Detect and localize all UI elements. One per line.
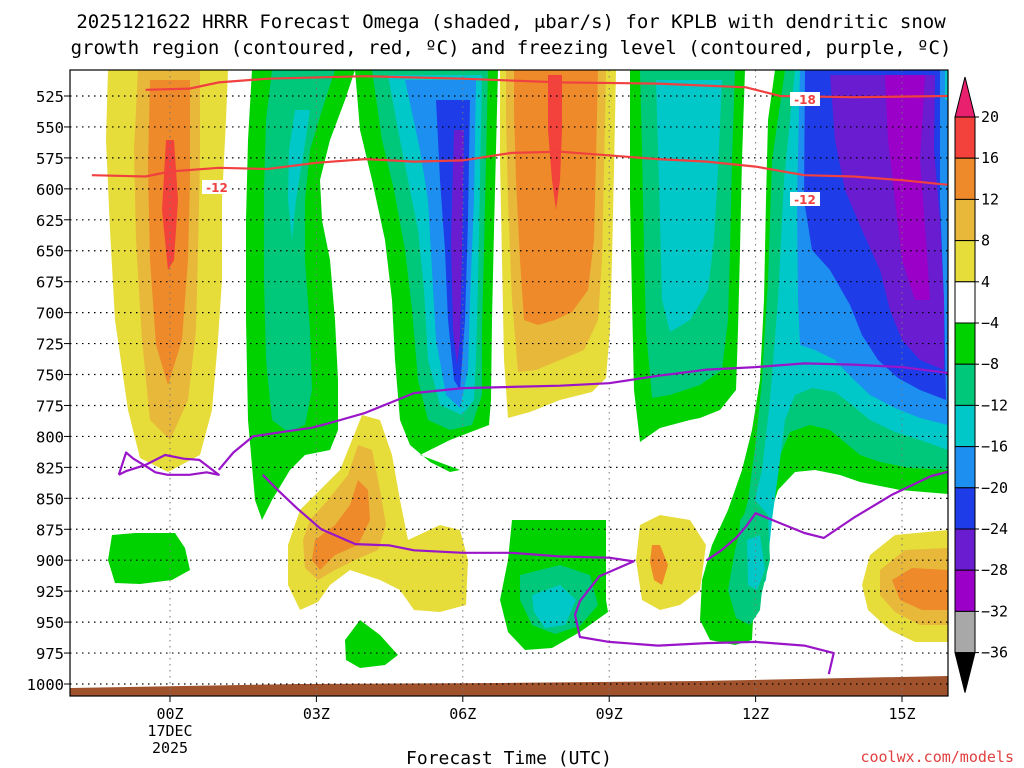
contour-label-minus12-right: -12 (794, 193, 816, 207)
colorbar-label: −36 (981, 644, 1008, 662)
x-date-label-year: 2025 (152, 739, 188, 757)
freezing-level-contour (261, 474, 835, 675)
freezing-level-contour (706, 470, 948, 562)
contour-label-minus18: -18 (794, 93, 816, 107)
y-tick-label: 550 (36, 119, 64, 137)
colorbar-bin (954, 446, 976, 489)
colorbar: 20 16 12 8 4 −4 −8 −12 −16 −20 −24 −28 −32 −36 (954, 76, 1008, 693)
colorbar-label: −8 (981, 355, 999, 373)
y-tick-label: 725 (36, 336, 64, 354)
y-tick-label: 950 (36, 614, 64, 632)
omega-negative-region (945, 70, 948, 100)
freezing-level-contour (217, 362, 948, 471)
colorbar-label: −28 (981, 561, 1008, 579)
omega-positive-region (650, 545, 668, 585)
y-tick-label: 975 (36, 645, 64, 663)
y-tick-label: 850 (36, 490, 64, 508)
y-tick-label: 750 (36, 367, 64, 385)
omega-negative-region (656, 80, 722, 332)
colorbar-bin (954, 322, 976, 365)
colorbar-bin (954, 157, 976, 200)
y-tick-label: 625 (36, 212, 64, 230)
x-tick-label: 03Z (303, 705, 330, 723)
omega-positive-region (548, 75, 562, 210)
colorbar-bin (954, 116, 976, 159)
dgz-contour-minus12 (91, 150, 948, 186)
y-tick-label: 875 (36, 521, 64, 539)
y-tick-label: 575 (36, 150, 64, 168)
y-tick-label: 900 (36, 552, 64, 570)
omega-negative-region (108, 533, 190, 584)
omega-positive-region (312, 480, 370, 570)
y-tick-label: 925 (36, 583, 64, 601)
colorbar-bin (954, 487, 976, 530)
colorbar-bin (954, 610, 976, 654)
colorbar-label: 4 (981, 273, 990, 291)
x-date-label-day: 17DEC (147, 722, 192, 740)
chart-title-line2: growth region (contoured, red, ºC) and f… (71, 37, 952, 59)
contour-label-bg (790, 92, 820, 106)
omega-positive-region (636, 515, 706, 610)
plot-frame (69, 69, 949, 697)
colorbar-bin (954, 363, 976, 406)
chart-title-line1: 2025121622 HRRR Forecast Omega (shaded, … (76, 11, 946, 33)
colorbar-bin (954, 240, 976, 283)
colorbar-bin (954, 281, 976, 324)
x-tick-label: 12Z (742, 705, 769, 723)
colorbar-bottom-arrow (954, 652, 976, 693)
colorbar-label: −24 (981, 520, 1008, 538)
freezing-level-contours (117, 362, 948, 675)
y-tick-label: 525 (36, 88, 64, 106)
x-tick-label: 00Z (156, 705, 183, 723)
grid-lines (70, 70, 948, 696)
plot-area (70, 70, 948, 696)
y-tick-label: 675 (36, 274, 64, 292)
colorbar-bin (954, 198, 976, 242)
y-tick-label: 825 (36, 459, 64, 477)
colorbar-top-arrow (954, 76, 976, 118)
x-tick-label: 15Z (888, 705, 915, 723)
x-axis: 00Z 03Z 06Z 09Z 12Z 15Z (156, 696, 916, 723)
freezing-level-contour (117, 451, 220, 476)
contour-label-bg (202, 180, 232, 194)
contour-label-bg (790, 192, 820, 206)
colorbar-bin (954, 404, 976, 448)
colorbar-label: −16 (981, 438, 1008, 456)
y-tick-label: 1000 (27, 676, 64, 694)
colorbar-bin (954, 569, 976, 612)
colorbar-label: 16 (981, 149, 999, 167)
y-tick-label: 775 (36, 397, 64, 415)
colorbar-bin (954, 528, 976, 571)
colorbar-label: 8 (981, 232, 990, 250)
omega-negative-region (532, 585, 576, 628)
x-axis-label: Forecast Time (UTC) (406, 748, 612, 768)
colorbar-label: −4 (981, 314, 999, 332)
omega-negative-region (288, 110, 310, 240)
colorbar-label: 20 (981, 108, 999, 126)
terrain-surface (70, 676, 948, 696)
y-tick-label: 600 (36, 181, 64, 199)
y-tick-label: 650 (36, 243, 64, 261)
colorbar-label: −20 (981, 479, 1008, 497)
y-tick-label: 800 (36, 428, 64, 446)
colorbar-label: −12 (981, 396, 1008, 414)
contour-labels: -18 -12 -12 (202, 92, 820, 207)
colorbar-label: −32 (981, 602, 1008, 620)
contour-label-minus12-left: -12 (206, 181, 228, 195)
source-credit: coolwx.com/models (860, 748, 1014, 766)
x-tick-label: 09Z (596, 705, 623, 723)
omega-negative-region (885, 75, 930, 300)
y-tick-label: 700 (36, 305, 64, 323)
y-axis: 525 550 575 600 625 650 675 700 725 750 775 800 825 8… (27, 88, 70, 694)
x-tick-label: 06Z (449, 705, 476, 723)
omega-positive-region (892, 568, 948, 610)
omega-negative-region (345, 620, 398, 668)
colorbar-label: 12 (981, 190, 999, 208)
